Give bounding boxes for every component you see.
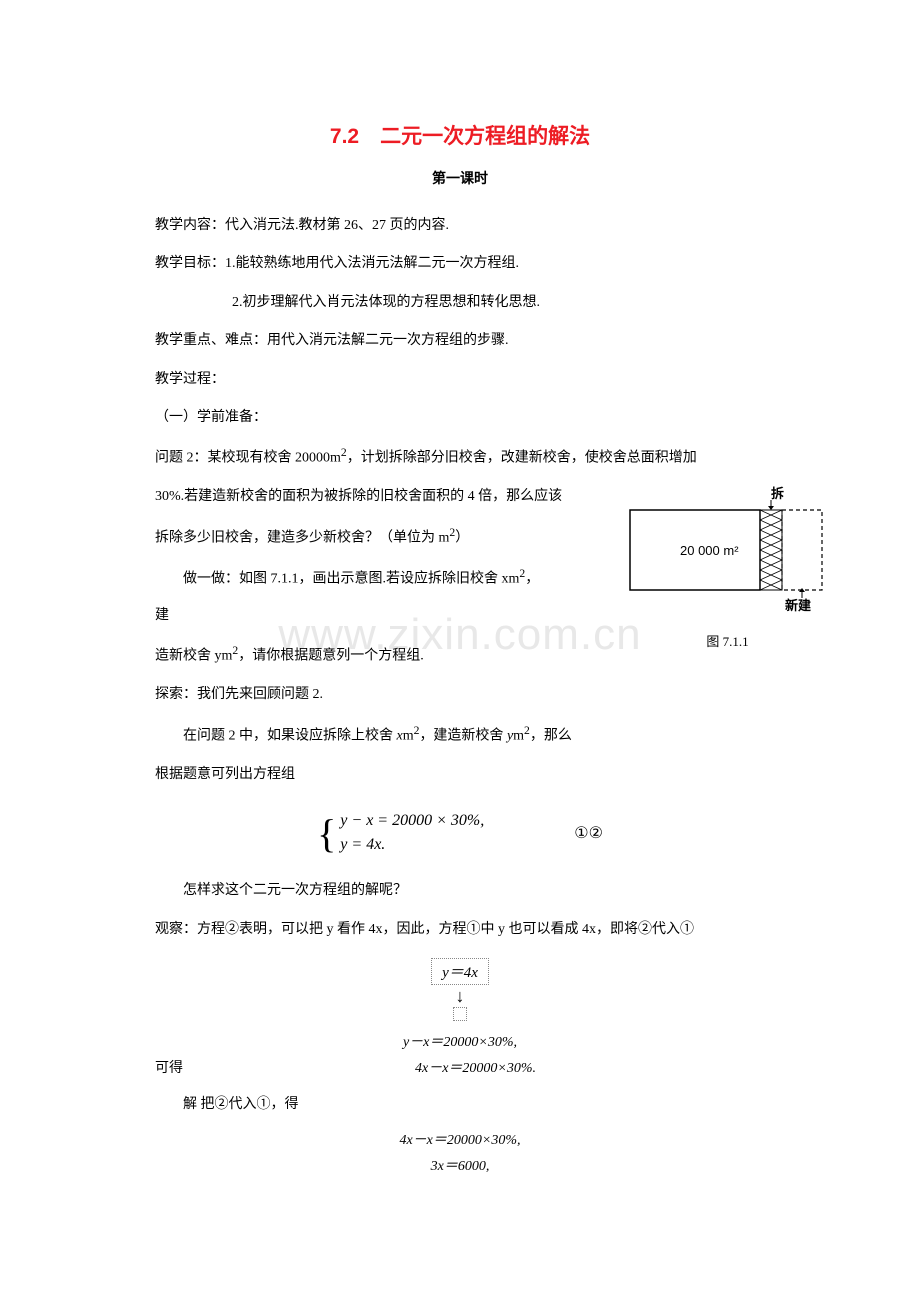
text-line: 教学重点、难点：用代入消元法解二元一次方程组的步骤. — [155, 323, 765, 359]
equation-line: 3x＝6000, — [155, 1155, 765, 1175]
text-line: 观察：方程②表明，可以把 y 看作 4x，因此，方程①中 y 也可以看成 4x，… — [155, 912, 765, 948]
flow-box-top: y＝4x — [431, 958, 489, 985]
text-line: 拆除多少旧校舍，建造多少新校舍？（单位为 m2） — [155, 518, 765, 557]
svg-text:新建: 新建 — [785, 598, 811, 613]
text-line: 在问题 2 中，如果设应拆除上校舍 xm2，建造新校舍 ym2，那么 — [155, 716, 765, 755]
text-line: 解 把②代入①，得 — [155, 1087, 765, 1123]
doc-title: 7.2 二元一次方程组的解法 — [155, 120, 765, 150]
text-line: 教学目标：1.能较熟练地用代入法消元法解二元一次方程组. — [155, 246, 765, 282]
doc-subtitle: 第一课时 — [155, 168, 765, 188]
document-body: 7.2 二元一次方程组的解法 第一课时 教学内容：代入消元法.教材第 26、27… — [155, 120, 765, 1175]
text-line: 教学内容：代入消元法.教材第 26、27 页的内容. — [155, 208, 765, 244]
text-line: 30%.若建造新校舍的面积为被拆除的旧校舍面积的 4 倍，那么应该 — [155, 479, 765, 515]
text-line: 造新校舍 ym2，请你根据题意列一个方程组. — [155, 636, 765, 675]
text-line: 做一做：如图 7.1.1，画出示意图.若设应拆除旧校舍 xm2，建 — [155, 559, 765, 634]
text-line: 怎样求这个二元一次方程组的解呢？ — [155, 873, 765, 909]
flow-box-placeholder — [453, 1007, 467, 1021]
text-line: 探索：我们先来回顾问题 2. — [155, 677, 765, 713]
text-line: 问题 2：某校现有校舍 20000m2，计划拆除部分旧校舍，改建新校舍，使校舍总… — [155, 438, 765, 477]
svg-text:拆: 拆 — [771, 486, 784, 501]
substitution-flow: y＝4x ↓ — [155, 958, 765, 1021]
equation-system: { y − x = 20000 × 30%, y = 4x. ①② — [155, 809, 765, 857]
text-line: （一）学前准备： — [155, 400, 765, 436]
text-line: 2.初步理解代入肖元法体现的方程思想和转化思想. — [155, 285, 765, 321]
arrow-down-icon: ↓ — [456, 987, 465, 1005]
text-line: 教学过程： — [155, 362, 765, 398]
text-line: 根据题意可列出方程组 — [155, 757, 765, 793]
result-line: 可得 4x－x＝20000×30%. — [155, 1057, 765, 1077]
equation-line: 4x－x＝20000×30%, — [155, 1129, 765, 1149]
equation-line: y－x＝20000×30%, — [155, 1031, 765, 1051]
